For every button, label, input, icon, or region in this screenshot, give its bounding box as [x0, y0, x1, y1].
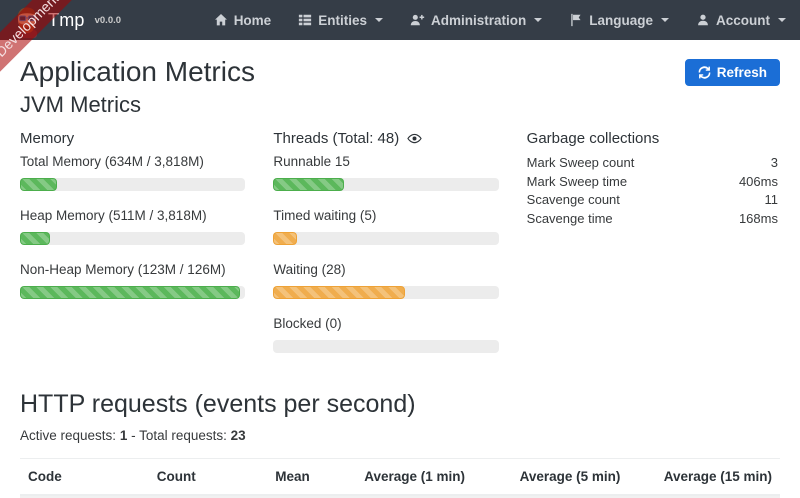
- main-content: Application Metrics JVM Metrics Refresh …: [0, 40, 800, 498]
- http-requests-table: Code Count Mean Average (1 min) Average …: [20, 458, 780, 498]
- requests-summary: Active requests: 1 - Total requests: 23: [20, 428, 246, 444]
- waiting-label: Waiting (28): [273, 262, 346, 278]
- jvm-metrics-title: JVM Metrics: [20, 92, 141, 118]
- gc-row: Scavenge time 168ms: [526, 210, 778, 226]
- refresh-button[interactable]: Refresh: [684, 59, 780, 86]
- nonheap-memory-progressbar: [20, 286, 246, 300]
- active-requests-value: 1: [119, 428, 128, 444]
- threads-title: Threads (Total: 48): [273, 130, 400, 148]
- heap-memory-progressbar: [20, 232, 246, 246]
- memory-title: Memory: [20, 130, 75, 148]
- nonheap-memory-label: Non-Heap Memory (123M / 126M): [20, 262, 226, 278]
- blocked-label: Blocked (0): [273, 316, 342, 332]
- col-header-mean: Mean: [226, 458, 318, 497]
- table-header-row: Code Count Mean Average (1 min) Average …: [20, 458, 780, 497]
- garbage-collections-title: Garbage collections: [526, 130, 660, 148]
- waiting-progressbar: [273, 286, 499, 300]
- col-header-avg-15min: Average (15 min): [628, 458, 780, 497]
- nav-menu: Home Entities Administration: [214, 13, 786, 28]
- garbage-collections-section: Garbage collections Mark Sweep count 3 M…: [527, 130, 780, 370]
- nav-item-home[interactable]: Home: [214, 13, 271, 28]
- blocked-progressbar: [273, 340, 499, 354]
- nav-item-language[interactable]: Language: [569, 13, 669, 28]
- nav-item-administration[interactable]: Administration: [410, 13, 543, 28]
- gc-row: Mark Sweep count 3: [526, 155, 778, 171]
- runnable-progressbar: [273, 178, 499, 192]
- timed-waiting-label: Timed waiting (5): [273, 208, 377, 224]
- threads-section: Threads (Total: 48) Runnable 15 Timed wa…: [273, 130, 526, 370]
- col-header-code: Code: [20, 458, 149, 497]
- home-icon: [214, 14, 227, 26]
- heap-memory-label: Heap Memory (511M / 3,818M): [20, 208, 207, 224]
- chevron-down-icon: [778, 18, 786, 22]
- eye-icon: [407, 133, 422, 144]
- brand[interactable]: Tmp v0.0.0: [14, 2, 121, 38]
- user-icon: [698, 14, 708, 26]
- page-title: Application Metrics: [20, 56, 255, 87]
- nav-item-account[interactable]: Account: [696, 13, 786, 28]
- runnable-label: Runnable 15: [273, 154, 350, 170]
- chevron-down-icon: [534, 18, 543, 22]
- hipster-logo-icon: [17, 7, 37, 38]
- http-requests-title: HTTP requests (events per second): [20, 390, 416, 419]
- app-title: Tmp: [48, 9, 85, 30]
- gc-row: Mark Sweep time 406ms: [526, 173, 778, 189]
- app-version: v0.0.0: [94, 14, 122, 26]
- col-header-avg-1min: Average (1 min): [317, 458, 474, 497]
- memory-section: Memory Total Memory (634M / 3,818M) Heap…: [20, 130, 273, 370]
- total-memory-label: Total Memory (634M / 3,818M): [20, 154, 204, 170]
- total-memory-progressbar: [20, 178, 246, 192]
- col-header-avg-5min: Average (5 min): [473, 458, 629, 497]
- nav-item-entities[interactable]: Entities: [298, 13, 383, 28]
- chevron-down-icon: [374, 18, 383, 22]
- total-requests-value: 23: [230, 428, 246, 444]
- table-row: Ok 0.35 1.14 2.32 2.63: [20, 495, 780, 498]
- flag-icon: [571, 13, 581, 27]
- col-header-count: Count: [148, 458, 227, 497]
- refresh-icon: [698, 66, 711, 79]
- entities-list-icon: [299, 14, 312, 26]
- user-plus-icon: [410, 14, 425, 26]
- chevron-down-icon: [661, 18, 669, 22]
- top-navbar: Tmp v0.0.0 Home Entities Administr: [0, 0, 800, 40]
- thread-dump-button[interactable]: [407, 131, 422, 146]
- gc-row: Scavenge count 11: [526, 192, 778, 208]
- timed-waiting-progressbar: [273, 232, 499, 246]
